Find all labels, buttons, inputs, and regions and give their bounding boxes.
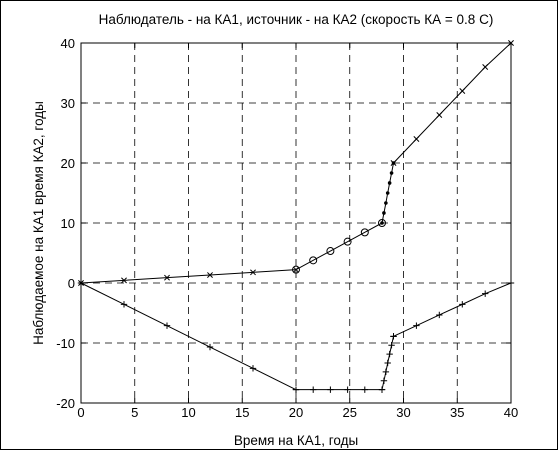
series-line xyxy=(80,282,297,391)
y-tick-label: 30 xyxy=(61,96,75,111)
x-tick-label: 10 xyxy=(181,405,195,420)
data-point xyxy=(459,88,466,94)
x-tick-label: 35 xyxy=(450,405,464,420)
chart-title: Наблюдатель - на КА1, источник - на КА2 … xyxy=(99,12,494,27)
data-point xyxy=(360,228,369,237)
data-point xyxy=(163,322,171,329)
ticks xyxy=(80,42,512,404)
y-tick-label: 10 xyxy=(61,216,75,231)
data-point xyxy=(361,386,368,393)
y-tick-label: 40 xyxy=(61,36,75,51)
data-point xyxy=(413,322,420,329)
data-point xyxy=(309,256,318,265)
data-point xyxy=(508,40,514,46)
series-8 xyxy=(390,279,515,340)
y-tick-label: 20 xyxy=(61,156,75,171)
data-point xyxy=(384,359,391,367)
y-tick-label: -10 xyxy=(56,336,75,351)
series-6 xyxy=(292,386,386,393)
x-tick-label: 40 xyxy=(504,405,518,420)
y-axis-label: Наблюдаемое на КА1 время КА2, годы xyxy=(31,101,46,345)
data-point xyxy=(436,311,443,319)
data-point xyxy=(388,342,395,349)
x-tick-label: 15 xyxy=(235,405,249,420)
data-point xyxy=(327,386,334,393)
data-point xyxy=(382,368,390,376)
data-point xyxy=(387,181,392,185)
data-point xyxy=(482,290,489,297)
data-point xyxy=(207,272,213,278)
data-point xyxy=(386,350,393,358)
x-tick-label: 25 xyxy=(343,405,357,420)
data-point xyxy=(310,386,317,393)
y-tick-label: -20 xyxy=(56,396,75,411)
data-point xyxy=(459,301,466,308)
data-point xyxy=(378,219,386,227)
data-point xyxy=(292,386,300,393)
x-tick-label: 20 xyxy=(289,405,303,420)
data-point xyxy=(436,112,443,118)
data-point xyxy=(380,377,388,384)
series-4 xyxy=(390,40,514,166)
y-tick-label: 0 xyxy=(68,276,75,291)
data-point xyxy=(250,269,256,276)
series-3 xyxy=(380,161,396,225)
data-point xyxy=(382,211,386,215)
series-line xyxy=(393,282,512,337)
data-point xyxy=(77,279,85,287)
x-tick-label: 0 xyxy=(77,405,84,420)
data-point xyxy=(380,221,384,225)
data-point xyxy=(378,386,386,393)
data-point xyxy=(326,247,335,256)
data-point xyxy=(413,136,420,142)
data-point xyxy=(384,201,388,205)
data-point xyxy=(344,386,351,393)
series-line xyxy=(295,222,383,271)
data-point xyxy=(292,265,300,274)
data-point xyxy=(389,171,394,175)
series-7 xyxy=(378,333,397,393)
series-1 xyxy=(78,266,299,286)
data-point xyxy=(249,365,257,372)
series-line xyxy=(80,269,297,284)
data-point xyxy=(390,160,397,166)
x-tick-label: 30 xyxy=(396,405,410,420)
tick-labels: 0 5 10 15 20 25 30 35 40 -20 -10 0 10 20 30 40 xyxy=(56,36,518,420)
data-point xyxy=(385,191,390,195)
data-point xyxy=(120,301,128,308)
data-point xyxy=(206,343,214,351)
x-tick-label: 5 xyxy=(131,405,138,420)
data-point xyxy=(482,64,489,70)
series-group xyxy=(77,40,515,393)
data-point xyxy=(390,333,397,340)
series-line xyxy=(393,42,512,164)
data-point xyxy=(164,274,170,281)
x-axis-label: Время на КА1, годы xyxy=(234,433,358,448)
data-point xyxy=(343,237,352,246)
series-2 xyxy=(292,219,386,274)
data-point xyxy=(507,279,515,287)
grid xyxy=(81,43,511,403)
data-point xyxy=(121,277,127,284)
